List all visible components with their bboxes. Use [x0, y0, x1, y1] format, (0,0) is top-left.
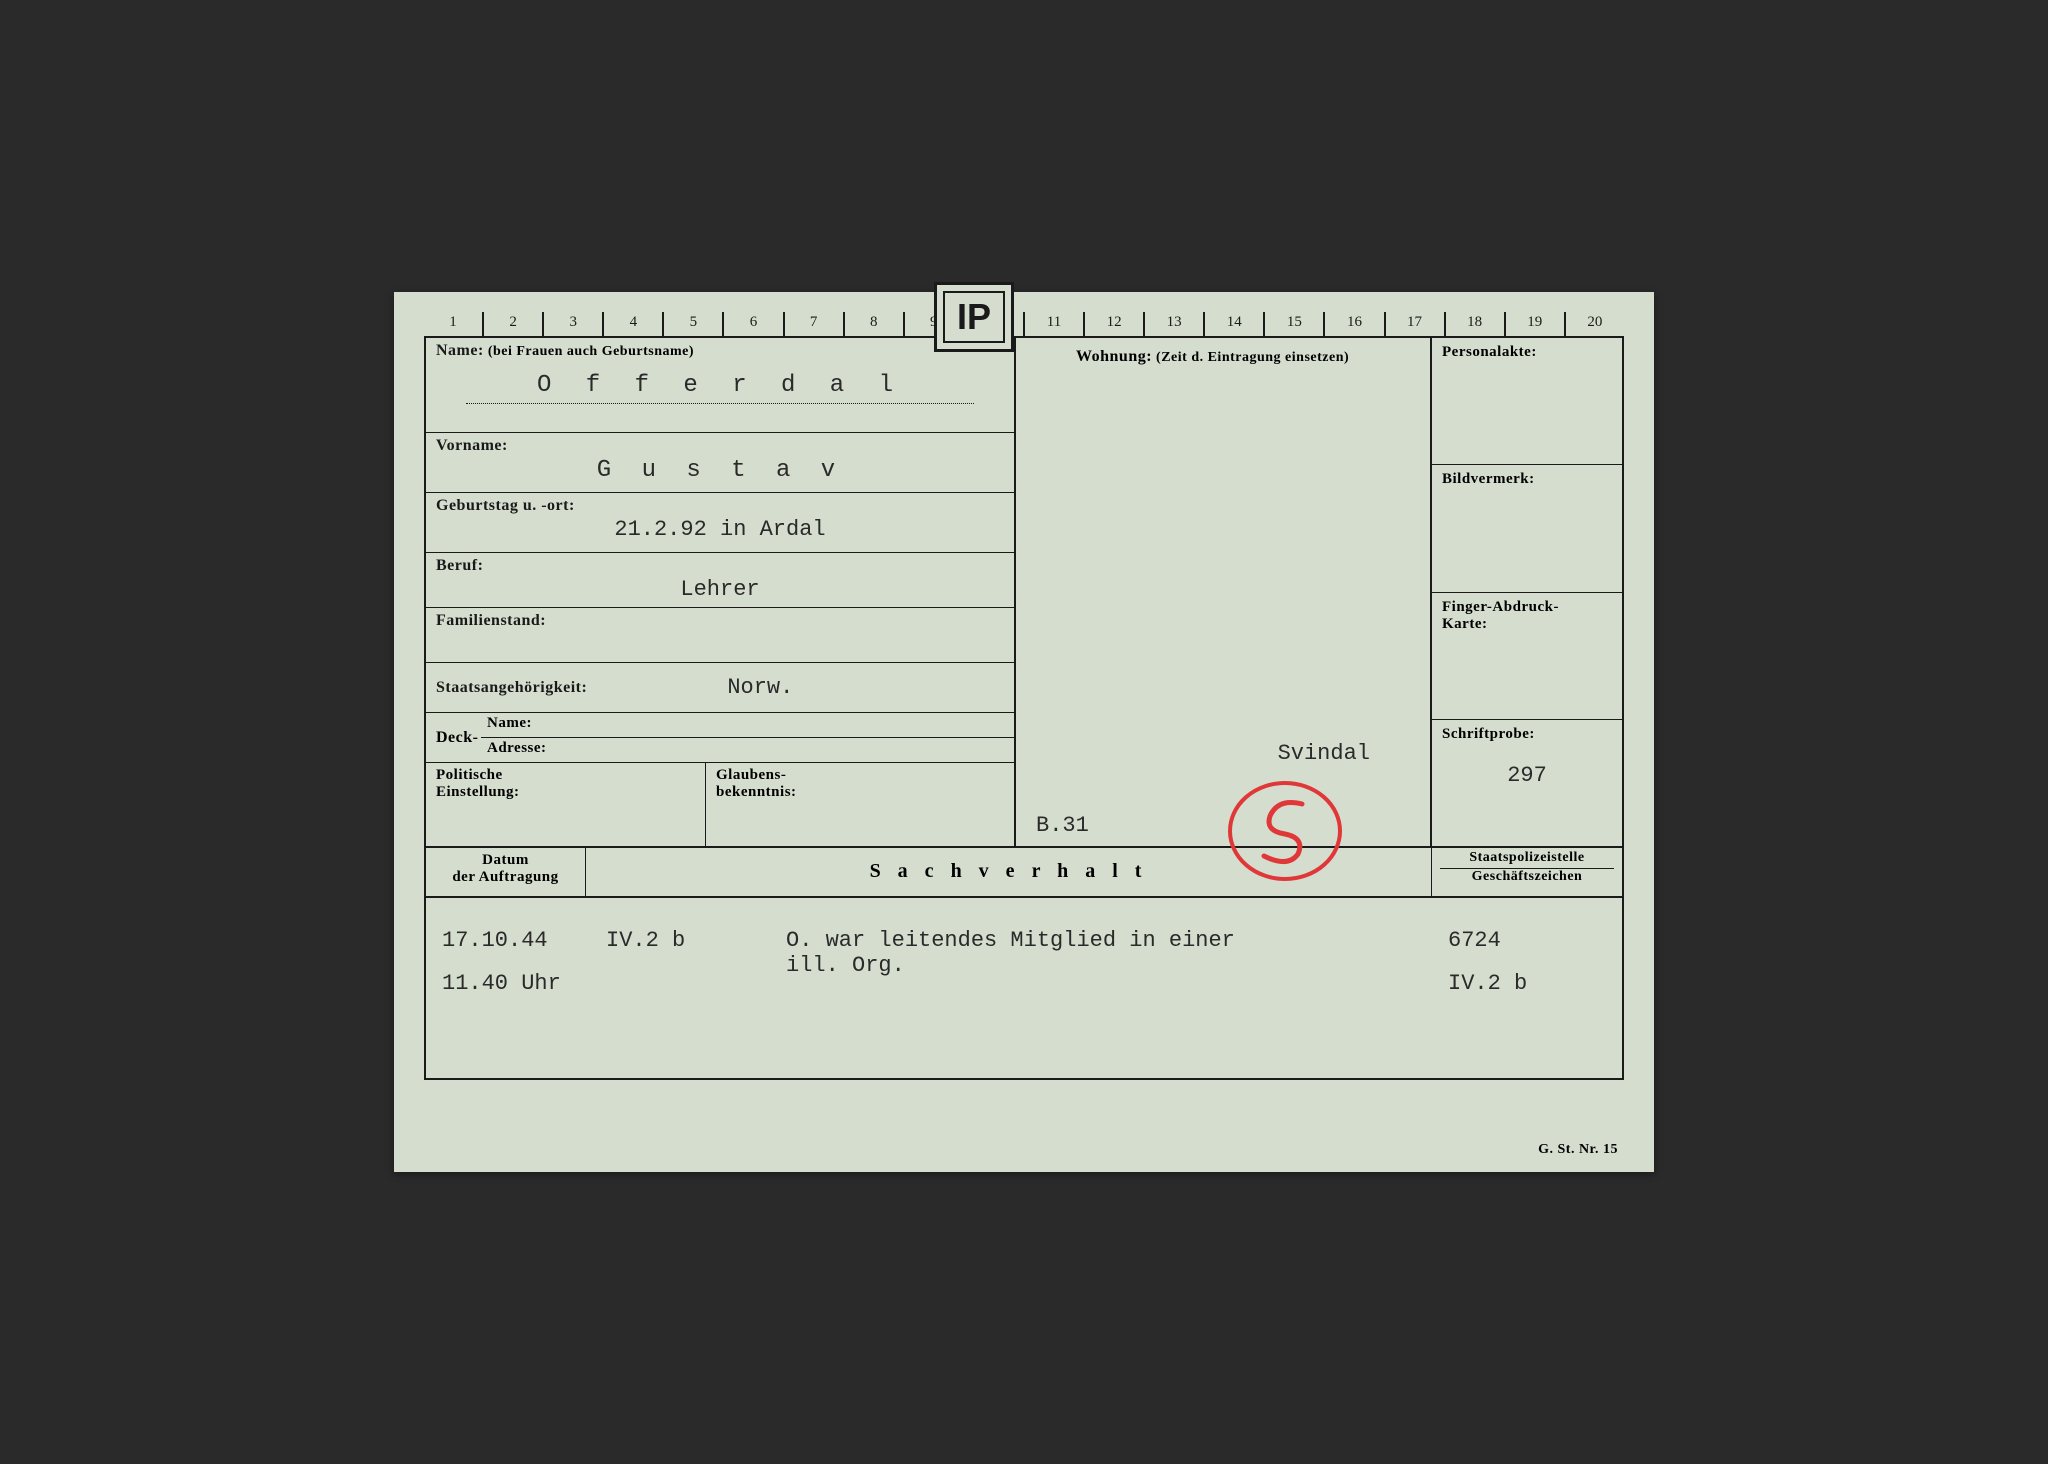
glaubens-label1: Glaubens- [716, 767, 1004, 784]
name-label: Name: [436, 342, 484, 359]
schriftprobe-label: Schriftprobe: [1442, 726, 1612, 743]
fingerabdruck-label1: Finger-Abdruck- [1442, 599, 1612, 616]
deck-name-label: Name: [481, 713, 1014, 738]
deck-field: Deck- Name: Adresse: [426, 713, 1014, 763]
th-staat-l2: Geschäftszeichen [1434, 869, 1620, 885]
entry-desc-col: O. war leitendes Mitglied in einer ill. … [786, 928, 1432, 1078]
beruf-label: Beruf: [436, 557, 1004, 575]
bildvermerk-label: Bildvermerk: [1442, 471, 1612, 488]
ruler-tick: 15 [1265, 312, 1325, 336]
fingerabdruck-field: Finger-Abdruck- Karte: [1432, 593, 1622, 720]
glaubens-label2: bekenntnis: [716, 784, 1004, 801]
staatsang-value: Norw. [727, 675, 793, 700]
ip-stamp: IP [934, 282, 1014, 352]
entry-ref-col: 6724 IV.2 b [1432, 928, 1622, 1078]
ruler-tick: 8 [845, 312, 905, 336]
wohnung-label: Wohnung: [1076, 348, 1152, 365]
ruler-tick: 6 [724, 312, 784, 336]
ruler-tick: 14 [1205, 312, 1265, 336]
red-s-mark [1220, 776, 1350, 886]
name-value: O f f e r d a l [466, 372, 974, 404]
ruler-tick: 13 [1145, 312, 1205, 336]
wohnung-label-wrap: Wohnung: (Zeit d. Eintragung einsetzen) [1076, 348, 1349, 366]
entry-desc1: O. war leitendes Mitglied in einer [786, 928, 1422, 953]
th-datum-l2: der Auftragung [430, 869, 581, 886]
staatsang-field: Staatsangehörigkeit: Norw. [426, 663, 1014, 713]
wohnung-note: (Zeit d. Eintragung einsetzen) [1156, 350, 1349, 365]
geburtstag-value: 21.2.92 in Ardal [436, 517, 1004, 542]
glaubens-field: Glaubens- bekenntnis: [706, 763, 1014, 846]
ruler-tick: 19 [1506, 312, 1566, 336]
vorname-field: Vorname: G u s t a v [426, 433, 1014, 493]
main-form: IP Name: (bei Frauen auch Geburtsname) O… [424, 338, 1624, 848]
ruler-tick: 4 [604, 312, 664, 336]
entry-ref1: 6724 [1448, 928, 1622, 953]
ruler-tick: 17 [1386, 312, 1446, 336]
right-column: Personalakte: Bildvermerk: Finger-Abdruc… [1432, 338, 1622, 846]
ruler-tick: 16 [1325, 312, 1385, 336]
middle-column: Wohnung: (Zeit d. Eintragung einsetzen) … [1016, 338, 1432, 846]
entry-code: IV.2 b [606, 928, 786, 953]
record-card: 1 2 3 4 5 6 7 8 9 10 11 12 13 14 15 16 1… [394, 292, 1654, 1172]
ruler-tick: 18 [1446, 312, 1506, 336]
ruler-tick: 12 [1085, 312, 1145, 336]
ruler-tick: 3 [544, 312, 604, 336]
th-datum: Datum der Auftragung [426, 848, 586, 896]
entry-table: Datum der Auftragung S a c h v e r h a l… [424, 848, 1624, 1080]
deck-adresse-label: Adresse: [481, 738, 1014, 762]
entry-datum: 17.10.44 11.40 Uhr [426, 928, 586, 1078]
deck-label: Deck- [426, 713, 481, 762]
ruler-tick: 11 [1025, 312, 1085, 336]
th-staat-l1: Staatspolizeistelle [1440, 850, 1614, 869]
vorname-value: G u s t a v [436, 457, 1004, 484]
ip-stamp-text: IP [943, 291, 1005, 343]
entry-time: 11.40 Uhr [442, 971, 586, 996]
entry-desc2: ill. Org. [786, 953, 1422, 978]
ruler-tick: 2 [484, 312, 544, 336]
entry-date: 17.10.44 [442, 928, 586, 953]
schriftprobe-value: 297 [1442, 763, 1612, 788]
personalakte-label: Personalakte: [1442, 344, 1612, 361]
personalakte-field: Personalakte: [1432, 338, 1622, 465]
ruler-tick: 5 [664, 312, 724, 336]
th-datum-l1: Datum [430, 852, 581, 869]
politische-field: Politische Einstellung: [426, 763, 706, 846]
ruler: 1 2 3 4 5 6 7 8 9 10 11 12 13 14 15 16 1… [424, 312, 1624, 338]
bottom-split: Politische Einstellung: Glaubens- bekenn… [426, 763, 1014, 846]
th-staatspolizei: Staatspolizeistelle Geschäftszeichen [1432, 848, 1622, 896]
politische-label2: Einstellung: [436, 784, 695, 801]
beruf-value: Lehrer [436, 577, 1004, 602]
form-number: G. St. Nr. 15 [1538, 1142, 1618, 1158]
entry-code-col: IV.2 b [586, 928, 786, 1078]
geburtstag-label: Geburtstag u. -ort: [436, 497, 1004, 515]
politische-label1: Politische [436, 767, 695, 784]
ruler-tick: 20 [1566, 312, 1624, 336]
vorname-label: Vorname: [436, 437, 1004, 455]
familienstand-label: Familienstand: [436, 612, 1004, 630]
name-field: Name: (bei Frauen auch Geburtsname) O f … [426, 338, 1014, 433]
bildvermerk-field: Bildvermerk: [1432, 465, 1622, 592]
b31-value: B.31 [1036, 813, 1089, 838]
entry-ref2: IV.2 b [1448, 971, 1622, 996]
table-row: 17.10.44 11.40 Uhr IV.2 b O. war leitend… [426, 898, 1622, 1078]
table-header: Datum der Auftragung S a c h v e r h a l… [426, 848, 1622, 898]
ruler-tick: 1 [424, 312, 484, 336]
familienstand-field: Familienstand: [426, 608, 1014, 663]
name-note: (bei Frauen auch Geburtsname) [488, 344, 694, 359]
svindal-value: Svindal [1278, 741, 1370, 766]
schriftprobe-field: Schriftprobe: 297 [1432, 720, 1622, 846]
ruler-tick: 7 [785, 312, 845, 336]
fingerabdruck-label2: Karte: [1442, 616, 1612, 633]
staatsang-label: Staatsangehörigkeit: [436, 679, 587, 697]
beruf-field: Beruf: Lehrer [426, 553, 1014, 608]
geburtstag-field: Geburtstag u. -ort: 21.2.92 in Ardal [426, 493, 1014, 553]
left-column: Name: (bei Frauen auch Geburtsname) O f … [426, 338, 1016, 846]
